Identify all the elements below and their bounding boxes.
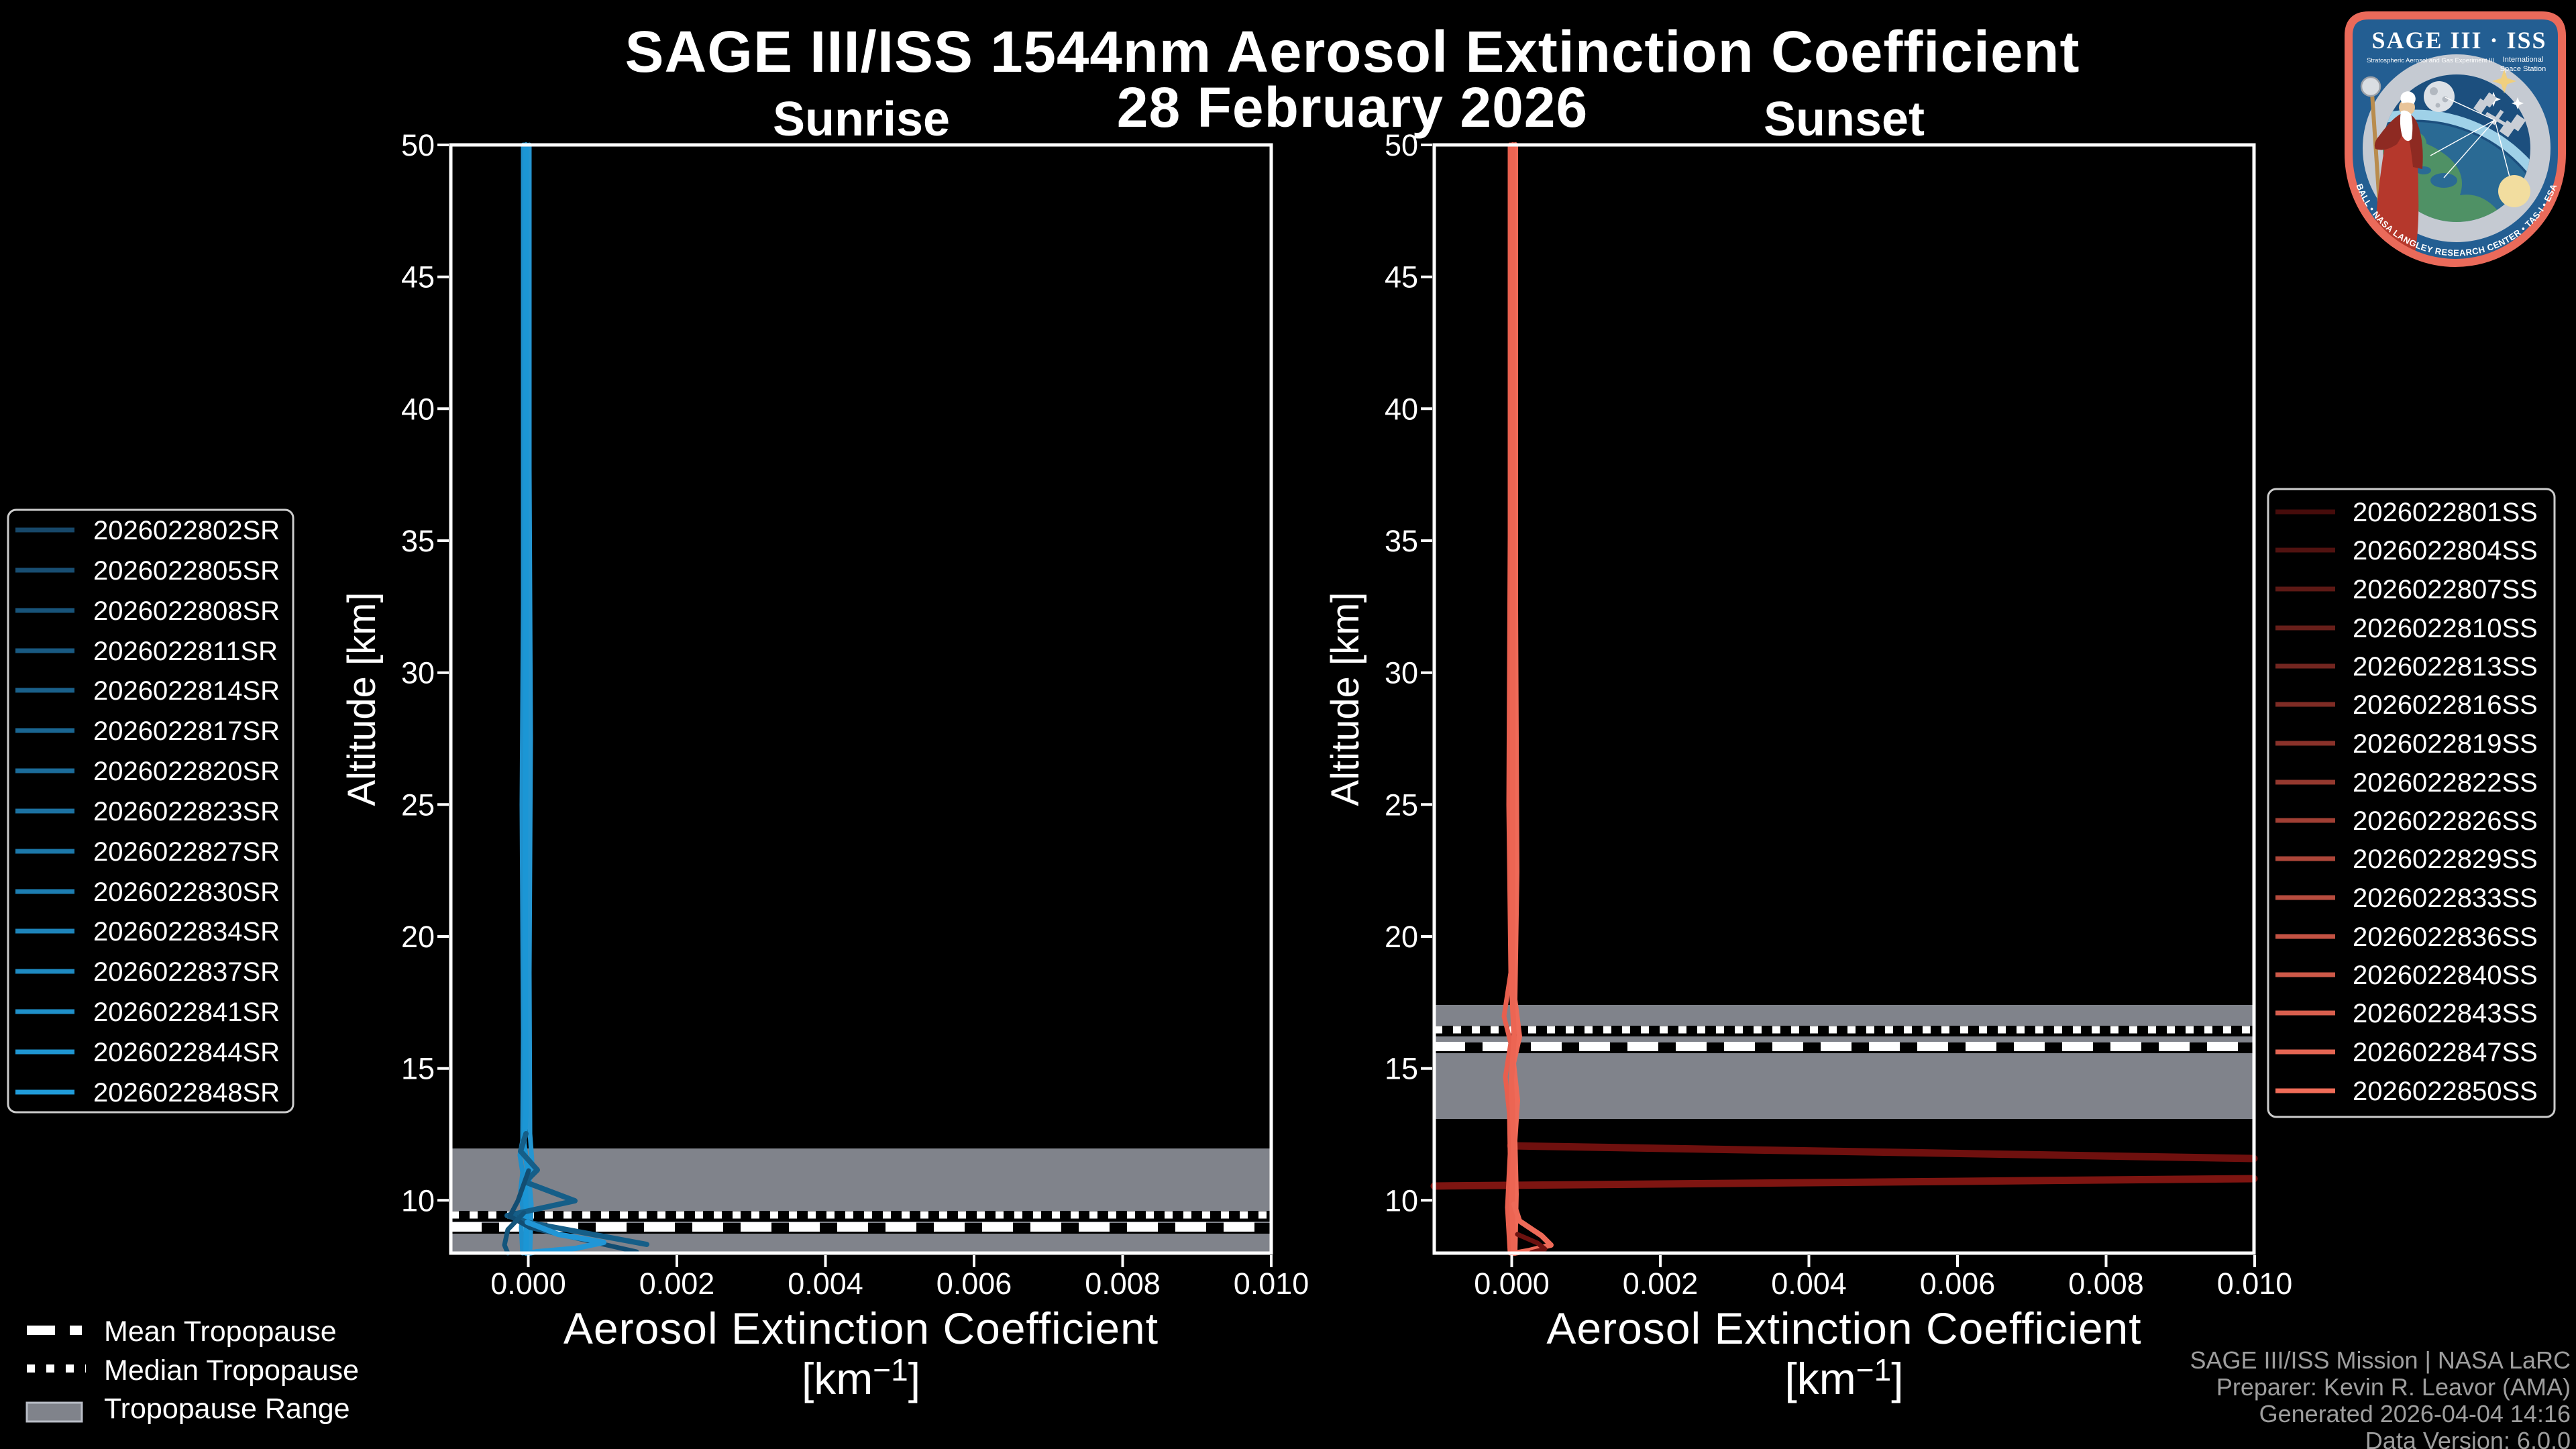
svg-text:28 February 2026: 28 February 2026 — [1117, 76, 1588, 139]
svg-text:2026022836SS: 2026022836SS — [2353, 922, 2538, 952]
svg-text:25: 25 — [1385, 788, 1418, 822]
svg-text:0.002: 0.002 — [639, 1267, 715, 1301]
svg-text:2026022811SR: 2026022811SR — [93, 637, 278, 666]
svg-text:[km−1]: [km−1] — [1784, 1352, 1903, 1403]
svg-text:Aerosol Extinction Coefficient: Aerosol Extinction Coefficient — [1546, 1303, 2141, 1353]
svg-text:0.006: 0.006 — [936, 1267, 1012, 1301]
svg-text:2026022804SS: 2026022804SS — [2353, 536, 2538, 566]
svg-text:15: 15 — [1385, 1052, 1418, 1086]
svg-text:Space Station: Space Station — [2500, 65, 2546, 73]
svg-text:2026022847SS: 2026022847SS — [2353, 1038, 2538, 1067]
svg-text:0.004: 0.004 — [1771, 1267, 1847, 1301]
svg-text:45: 45 — [1385, 260, 1418, 294]
svg-text:SAGE III · ISS: SAGE III · ISS — [2371, 27, 2546, 54]
svg-text:40: 40 — [1385, 392, 1418, 426]
svg-text:2026022841SR: 2026022841SR — [93, 998, 280, 1027]
svg-text:2026022813SS: 2026022813SS — [2353, 652, 2538, 682]
svg-text:Generated 2026-04-04 14:16: Generated 2026-04-04 14:16 — [2259, 1400, 2571, 1428]
svg-text:Sunrise: Sunrise — [773, 93, 950, 146]
svg-text:2026022843SS: 2026022843SS — [2353, 999, 2538, 1028]
svg-text:2026022816SS: 2026022816SS — [2353, 690, 2538, 720]
svg-text:45: 45 — [401, 260, 435, 294]
svg-text:2026022820SR: 2026022820SR — [93, 757, 280, 786]
svg-text:SAGE III/ISS Mission | NASA La: SAGE III/ISS Mission | NASA LaRC — [2190, 1346, 2571, 1374]
svg-text:0.010: 0.010 — [2217, 1267, 2293, 1301]
svg-text:0.008: 0.008 — [2068, 1267, 2144, 1301]
svg-text:35: 35 — [401, 524, 435, 558]
svg-text:2026022805SR: 2026022805SR — [93, 556, 280, 586]
svg-text:Sunset: Sunset — [1764, 93, 1925, 146]
svg-text:Mean Tropopause: Mean Tropopause — [104, 1316, 337, 1348]
svg-text:2026022829SS: 2026022829SS — [2353, 845, 2538, 874]
svg-text:2026022807SS: 2026022807SS — [2353, 575, 2538, 604]
svg-text:2026022844SR: 2026022844SR — [93, 1038, 280, 1067]
svg-text:2026022826SS: 2026022826SS — [2353, 806, 2538, 836]
svg-text:50: 50 — [401, 128, 435, 162]
svg-text:30: 30 — [401, 656, 435, 690]
svg-text:10: 10 — [1385, 1183, 1418, 1218]
svg-text:Stratospheric Aerosol and Gas: Stratospheric Aerosol and Gas Experiment… — [2367, 57, 2494, 64]
svg-text:0.006: 0.006 — [1920, 1267, 1996, 1301]
svg-text:2026022802SR: 2026022802SR — [93, 516, 280, 545]
svg-text:2026022808SR: 2026022808SR — [93, 596, 280, 626]
svg-text:10: 10 — [401, 1183, 435, 1218]
svg-text:0.000: 0.000 — [1474, 1267, 1550, 1301]
svg-text:20: 20 — [401, 920, 435, 954]
svg-text:2026022822SS: 2026022822SS — [2353, 768, 2538, 798]
svg-text:2026022850SS: 2026022850SS — [2353, 1077, 2538, 1106]
svg-text:0.008: 0.008 — [1085, 1267, 1161, 1301]
svg-text:2026022817SR: 2026022817SR — [93, 716, 280, 746]
svg-text:2026022819SS: 2026022819SS — [2353, 729, 2538, 759]
svg-text:Altitude [km]: Altitude [km] — [1324, 592, 1367, 806]
svg-text:2026022834SR: 2026022834SR — [93, 917, 280, 947]
svg-text:SAGE III/ISS 1544nm Aerosol Ex: SAGE III/ISS 1544nm Aerosol Extinction C… — [625, 19, 2080, 85]
svg-text:2026022848SR: 2026022848SR — [93, 1078, 280, 1108]
svg-text:35: 35 — [1385, 524, 1418, 558]
svg-text:2026022840SS: 2026022840SS — [2353, 961, 2538, 990]
svg-text:2026022814SR: 2026022814SR — [93, 676, 280, 706]
svg-text:0.002: 0.002 — [1623, 1267, 1699, 1301]
svg-text:2026022801SS: 2026022801SS — [2353, 498, 2538, 527]
svg-text:0.004: 0.004 — [788, 1267, 863, 1301]
svg-text:2026022830SR: 2026022830SR — [93, 877, 280, 907]
svg-text:Median Tropopause: Median Tropopause — [104, 1354, 359, 1387]
svg-text:50: 50 — [1385, 128, 1418, 162]
svg-text:25: 25 — [401, 788, 435, 822]
svg-text:30: 30 — [1385, 656, 1418, 690]
svg-text:Altitude [km]: Altitude [km] — [340, 592, 384, 806]
svg-text:2026022827SR: 2026022827SR — [93, 837, 280, 867]
svg-text:0.000: 0.000 — [490, 1267, 566, 1301]
svg-text:Preparer: Kevin R. Leavor (AMA: Preparer: Kevin R. Leavor (AMA) — [2216, 1373, 2571, 1401]
svg-text:2026022810SS: 2026022810SS — [2353, 614, 2538, 643]
svg-text:20: 20 — [1385, 920, 1418, 954]
svg-text:Tropopause Range: Tropopause Range — [104, 1393, 350, 1425]
svg-text:Aerosol Extinction Coefficient: Aerosol Extinction Coefficient — [564, 1303, 1159, 1353]
svg-text:International: International — [2503, 56, 2544, 64]
svg-text:40: 40 — [401, 392, 435, 426]
svg-text:2026022837SR: 2026022837SR — [93, 957, 280, 987]
svg-text:2026022823SR: 2026022823SR — [93, 797, 280, 826]
svg-text:15: 15 — [401, 1052, 435, 1086]
svg-text:Data Version: 6.0.0: Data Version: 6.0.0 — [2365, 1427, 2571, 1449]
svg-text:0.010: 0.010 — [1234, 1267, 1309, 1301]
svg-text:2026022833SS: 2026022833SS — [2353, 883, 2538, 913]
